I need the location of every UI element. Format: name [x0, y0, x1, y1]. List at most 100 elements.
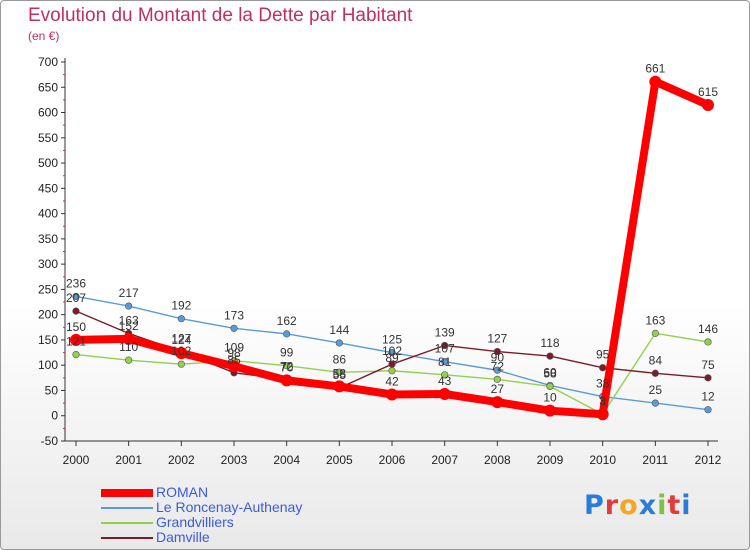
y-tick-label: 700 — [38, 55, 58, 69]
data-point — [702, 98, 714, 111]
legend-swatch — [101, 507, 153, 509]
data-label: 152 — [119, 319, 139, 333]
data-point — [386, 388, 398, 401]
data-point — [280, 374, 293, 387]
data-label: 81 — [438, 355, 452, 369]
data-label: 85 — [227, 353, 241, 367]
x-tick-label: 2001 — [115, 453, 142, 467]
data-label: 58 — [333, 366, 347, 380]
data-label: 118 — [540, 336, 559, 350]
y-tick-label: 550 — [38, 131, 58, 145]
legend-swatch — [101, 537, 153, 539]
data-label: 661 — [645, 62, 665, 76]
data-label: 125 — [382, 333, 402, 347]
data-label: 102 — [382, 344, 402, 358]
legend-swatch — [101, 522, 153, 524]
data-label: 144 — [329, 323, 349, 337]
x-tick-label: 2011 — [642, 453, 668, 467]
data-label: 70 — [280, 360, 294, 374]
x-tick-label: 2004 — [273, 453, 300, 467]
data-label: 3 — [599, 394, 606, 408]
data-point — [651, 399, 659, 407]
data-point — [177, 315, 185, 323]
data-label: 127 — [487, 332, 507, 346]
logo-letter: r — [604, 490, 620, 521]
legend-label: Damville — [156, 529, 210, 545]
data-point — [704, 338, 712, 346]
y-tick-label: 50 — [45, 383, 59, 397]
data-label: 60 — [543, 365, 557, 379]
data-point — [230, 324, 238, 332]
x-tick-label: 2012 — [695, 453, 722, 467]
y-tick-label: -50 — [41, 434, 59, 448]
data-point — [438, 388, 451, 401]
data-label: 102 — [171, 344, 191, 358]
data-point — [493, 366, 501, 374]
data-label: 107 — [435, 342, 455, 356]
y-tick-label: 300 — [38, 257, 58, 271]
logo-letter: P — [584, 490, 605, 521]
data-label: 121 — [66, 335, 86, 349]
legend: ROMAN Le Roncenay-Authenay Grandvilliers Da… — [101, 484, 421, 545]
data-point — [388, 360, 396, 368]
chart-title: Evolution du Montant de la Dette par Hab… — [28, 5, 413, 26]
data-point — [596, 408, 609, 421]
data-point — [441, 341, 449, 350]
data-label: 90 — [491, 350, 505, 364]
data-label: 124 — [171, 333, 191, 347]
data-point — [122, 332, 135, 345]
x-tick-label: 2010 — [589, 453, 616, 467]
data-labels: 150 152 124 98 70 58 42 43 27 10 3 661 615 236 217 192 1… — [66, 62, 718, 409]
data-point — [704, 406, 712, 414]
data-point — [546, 382, 554, 391]
data-label: 10 — [543, 391, 557, 405]
data-point — [177, 360, 185, 368]
data-label: 127 — [171, 332, 191, 346]
data-point — [125, 356, 133, 364]
axes: -50 0 50 100 150 200 250 300 350 400 450 500 550 600 6… — [38, 55, 722, 467]
data-label: 109 — [224, 341, 244, 355]
data-label: 163 — [119, 313, 139, 327]
data-point — [333, 380, 346, 393]
legend-label: Grandvilliers — [156, 514, 234, 530]
data-label: 25 — [649, 383, 663, 397]
data-label: 72 — [491, 359, 505, 373]
y-tick-label: 350 — [38, 232, 58, 246]
legend-entry: Le Roncenay-Authenay — [101, 499, 421, 515]
logo-letter: t — [667, 490, 682, 521]
data-label: 163 — [645, 313, 665, 327]
y-tick-label: 0 — [51, 409, 58, 423]
data-label: 162 — [277, 314, 297, 328]
data-label: 58 — [543, 366, 557, 380]
data-label: 150 — [66, 320, 86, 334]
data-point — [441, 371, 449, 379]
data-point — [72, 307, 80, 315]
data-label: 27 — [491, 382, 505, 396]
data-label: 95 — [596, 348, 610, 362]
data-point — [335, 368, 343, 376]
data-label: 3 — [599, 394, 606, 408]
x-tick-label: 2006 — [379, 453, 406, 467]
data-point — [649, 75, 662, 88]
data-point — [175, 347, 188, 360]
legend-label: ROMAN — [156, 484, 209, 500]
logo-letter: i — [681, 490, 692, 521]
x-tick-label: 2005 — [326, 453, 353, 467]
proxiti-logo: Proxiti — [584, 490, 692, 521]
x-tick-label: 2000 — [63, 453, 90, 467]
x-tick-label: 2007 — [431, 453, 458, 467]
data-label: 110 — [119, 340, 138, 354]
data-label: 84 — [649, 353, 663, 367]
data-label: 139 — [435, 325, 455, 339]
data-label: 615 — [698, 85, 718, 99]
data-point — [651, 329, 659, 337]
data-point — [283, 362, 291, 370]
logo-letter: o — [619, 490, 639, 521]
data-point — [283, 330, 291, 338]
data-label: 146 — [698, 322, 718, 336]
data-label: 98 — [227, 346, 241, 360]
series-lines — [70, 75, 714, 421]
data-point — [72, 350, 80, 359]
y-tick-label: 250 — [38, 282, 58, 296]
